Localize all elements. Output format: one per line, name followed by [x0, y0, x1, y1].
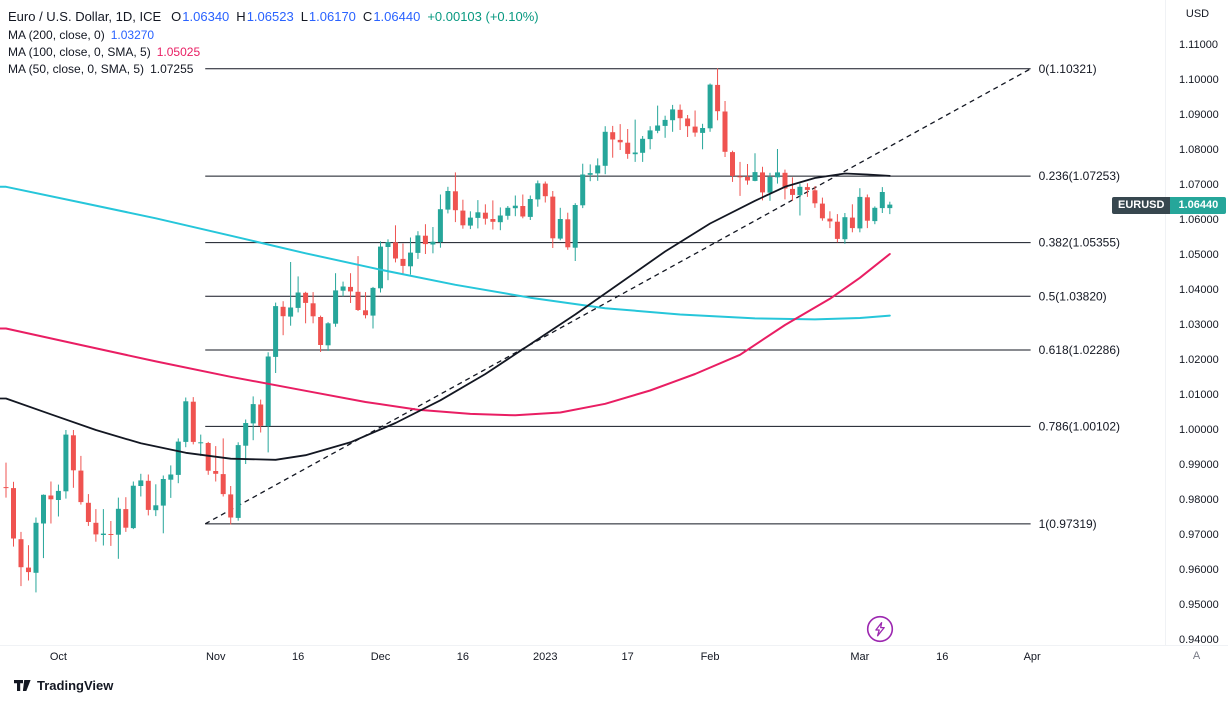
tradingview-logo-icon [14, 680, 31, 691]
price-axis[interactable]: USD 1.11000 1.10000 1.09000 1.08000 1.07000 1… [1165, 0, 1228, 646]
indicator-value: 1.07255 [150, 61, 194, 76]
ma-50-line[interactable] [0, 172, 891, 461]
chart-legend: Euro / U.S. Dollar, 1D, ICE O1.06340 H1.0… [8, 6, 539, 77]
change-value: +0.00103 (+0.10%) [427, 8, 539, 24]
fib-level-label: 0.382(1.05355) [1039, 236, 1120, 250]
ohlc-key: H [236, 8, 246, 24]
auto-scale-button[interactable]: A [1192, 650, 1201, 662]
time-axis-label: Apr [1023, 651, 1041, 663]
time-axis-label: 2023 [533, 651, 558, 663]
price-axis-label: 1.08000 [1179, 144, 1219, 156]
lightning-icon [866, 615, 894, 643]
symbol-status-line: Euro / U.S. Dollar, 1D, ICE O1.06340 H1.0… [8, 6, 539, 26]
price-label-value: 1.06440 [1170, 197, 1227, 214]
indicator-legend-row[interactable]: MA (200, close, 0) 1.03270 [8, 26, 539, 43]
indicator-legend-row[interactable]: MA (100, close, 0, SMA, 5) 1.05025 [8, 43, 539, 60]
time-axis-label: 16 [456, 651, 469, 663]
price-axis-label: 1.10000 [1179, 74, 1219, 86]
ma-200-line[interactable] [0, 185, 891, 321]
ohlc-key: C [362, 8, 373, 24]
indicator-label: MA (50, close, 0, SMA, 5) [8, 61, 145, 76]
trendline[interactable] [204, 68, 1031, 525]
fib-level-label: 0.236(1.07253) [1039, 169, 1120, 183]
indicator-legend-row[interactable]: MA (50, close, 0, SMA, 5) 1.07255 [8, 60, 539, 77]
ohlc-key: L [300, 8, 308, 24]
price-axis-label: 1.01000 [1179, 389, 1219, 401]
time-axis-label: Dec [370, 651, 391, 663]
price-axis-label: 1.00000 [1179, 424, 1219, 436]
price-axis-label: 1.06000 [1179, 214, 1219, 226]
price-axis-label: 0.95000 [1179, 599, 1219, 611]
fib-level-label: 1(0.97319) [1039, 517, 1097, 531]
fib-level-label: 0.786(1.00102) [1039, 419, 1120, 433]
price-axis-label: 1.11000 [1179, 39, 1218, 51]
time-axis-label: Nov [205, 651, 226, 663]
price-label-symbol: EURUSD [1112, 197, 1171, 214]
time-axis-label: Mar [850, 651, 870, 663]
time-axis-label: Feb [700, 651, 720, 663]
indicator-legend: MA (200, close, 0) 1.03270 MA (100, close,… [8, 26, 539, 77]
price-axis-label: 0.94000 [1179, 634, 1219, 646]
time-axis-label: Oct [49, 651, 67, 663]
price-axis-label: 1.03000 [1179, 319, 1219, 331]
currency-label: USD [1185, 8, 1210, 20]
time-axis-label: 16 [936, 651, 949, 663]
indicator-label: MA (200, close, 0) [8, 27, 105, 42]
ohlc-value: 1.06440 [373, 8, 421, 24]
indicator-value: 1.03270 [110, 27, 155, 42]
chart-canvas[interactable]: 0(1.10321) 0.236(1.07253) 0.382(1.05355) 0.… [0, 0, 1165, 646]
price-axis-label: 0.99000 [1179, 459, 1219, 471]
indicator-label: MA (100, close, 0, SMA, 5) [8, 44, 151, 59]
candlestick-series [3, 68, 893, 593]
price-axis-label: 1.05000 [1179, 249, 1219, 261]
price-axis-label: 0.97000 [1179, 529, 1219, 541]
time-axis[interactable]: Oct Nov 16 Dec 16 2023 17 Feb Mar 16 Apr [0, 645, 1228, 672]
fib-level-label: 0.5(1.03820) [1039, 289, 1107, 303]
ohlc-value: 1.06170 [308, 8, 356, 24]
tradingview-logo-text: TradingView [37, 678, 114, 693]
ohlc-value: 1.06340 [182, 8, 230, 24]
price-axis-label: 1.04000 [1179, 284, 1219, 296]
symbol-title[interactable]: Euro / U.S. Dollar, 1D, ICE [8, 8, 162, 24]
ohlc-key: O [171, 8, 182, 24]
fib-retracement[interactable]: 0(1.10321) 0.236(1.07253) 0.382(1.05355) 0.… [205, 62, 1120, 531]
ohlc-values: O1.06340 H1.06523 L1.06170 C1.06440 [164, 9, 420, 24]
price-axis-label: 1.09000 [1179, 109, 1219, 121]
price-axis-label: 1.07000 [1179, 179, 1219, 191]
ma-100-line[interactable] [0, 253, 891, 417]
indicator-value: 1.05025 [156, 44, 201, 59]
fib-level-label: 0.618(1.02286) [1039, 343, 1120, 357]
lightning-trade-button[interactable] [866, 615, 894, 648]
ohlc-value: 1.06523 [246, 8, 294, 24]
tradingview-logo[interactable]: TradingView [14, 678, 113, 693]
time-axis-label: 17 [621, 651, 634, 663]
price-axis-label: 0.96000 [1179, 564, 1219, 576]
price-axis-label: 0.98000 [1179, 494, 1219, 506]
fib-level-label: 0(1.10321) [1039, 62, 1097, 76]
symbol-price-label: EURUSD 1.06440 [1112, 197, 1227, 214]
time-axis-label: 16 [291, 651, 305, 663]
price-axis-label: 1.02000 [1179, 354, 1219, 366]
